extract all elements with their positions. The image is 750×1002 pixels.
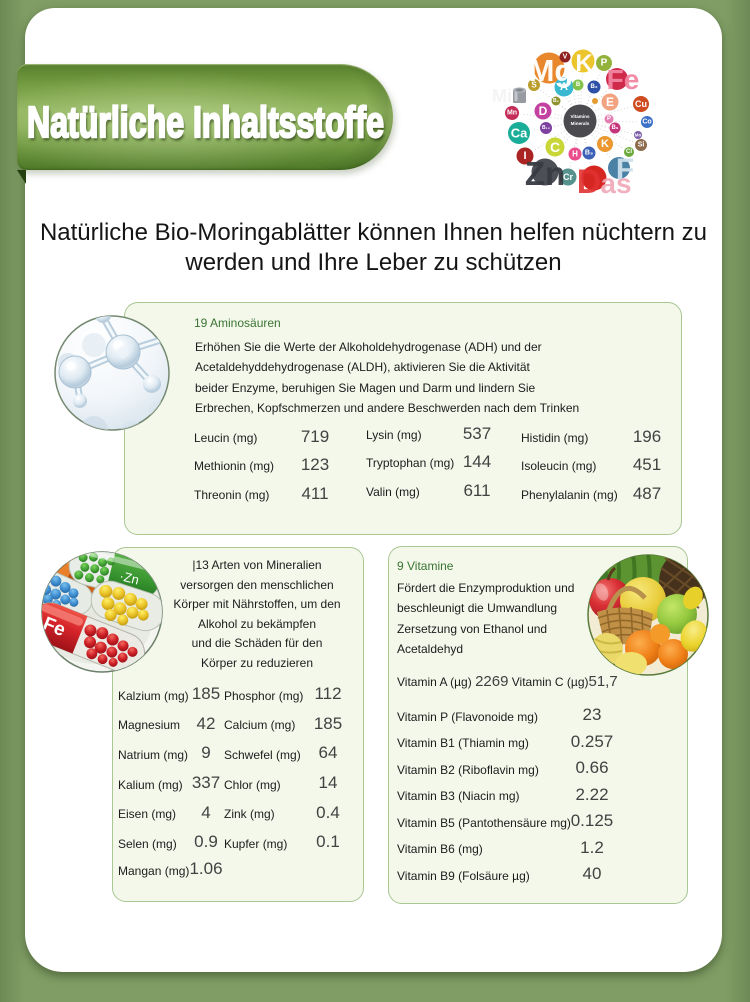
svg-text:Mo: Mo	[635, 133, 642, 138]
svg-text:B₃: B₃	[585, 150, 593, 157]
svg-text:Mi: Mi	[492, 86, 512, 106]
svg-text:E: E	[606, 95, 614, 109]
svg-text:B₆: B₆	[553, 98, 559, 104]
svg-text:B₂: B₂	[591, 84, 598, 90]
svg-text:A: A	[560, 81, 568, 93]
svg-text:S: S	[531, 81, 537, 90]
svg-text:Zn: Zn	[525, 155, 565, 192]
svg-text:B₁₂: B₁₂	[542, 125, 550, 131]
svg-text:D: D	[577, 163, 602, 201]
svg-text:F: F	[616, 153, 634, 186]
svg-text:as: as	[600, 168, 631, 199]
svg-text:I: I	[523, 150, 526, 162]
svg-text:P: P	[601, 58, 608, 69]
svg-text:Cl: Cl	[626, 149, 632, 155]
svg-text:Mg: Mg	[529, 53, 574, 88]
svg-text:Fe: Fe	[607, 64, 640, 95]
svg-text:Cu: Cu	[635, 99, 647, 109]
svg-text:K: K	[601, 138, 609, 150]
svg-text:D: D	[539, 104, 548, 118]
svg-text:K: K	[575, 50, 593, 77]
svg-text:Mn: Mn	[507, 110, 517, 117]
svg-text:H: H	[572, 150, 578, 159]
svg-text:B: B	[576, 82, 581, 88]
svg-text:Vitamins: Vitamins	[570, 114, 590, 119]
svg-text:Ca: Ca	[511, 126, 528, 141]
svg-text:B₉: B₉	[611, 125, 618, 131]
svg-text:Si: Si	[638, 142, 645, 149]
svg-text:Cr: Cr	[563, 172, 573, 182]
svg-text:·Zn: ·Zn	[118, 568, 141, 587]
svg-text:Minerals: Minerals	[571, 121, 590, 126]
svg-text:V: V	[563, 54, 568, 61]
svg-text:Co: Co	[642, 119, 651, 126]
svg-text:C: C	[550, 139, 560, 155]
svg-text:P: P	[607, 116, 611, 122]
